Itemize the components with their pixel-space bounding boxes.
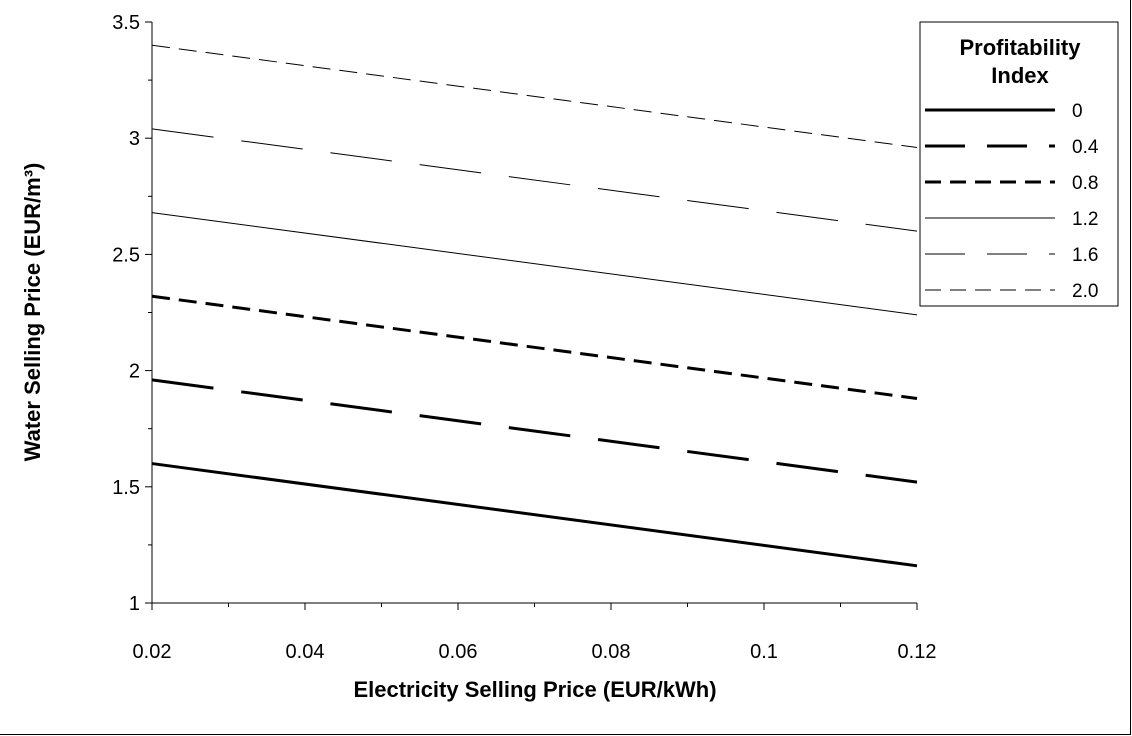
x-tick-label: 0.12 — [898, 641, 937, 663]
series-line-2.0 — [151, 44, 918, 148]
y-axis-title: Water Selling Price (EUR/m³) — [20, 163, 45, 462]
legend-label-1.6: 1.6 — [1072, 245, 1098, 266]
x-tick-label: 0.06 — [439, 641, 478, 663]
x-axis-title: Electricity Selling Price (EUR/kWh) — [353, 677, 716, 702]
legend-label-1.2: 1.2 — [1072, 209, 1098, 230]
series-layer — [151, 44, 918, 568]
legend-box — [919, 21, 1119, 307]
legend: Profitability Index 0 0.4 0.8 1.2 1.6 2.0 — [919, 21, 1119, 307]
legend-title-line-2: Index — [991, 63, 1049, 88]
legend-label-2.0: 2.0 — [1072, 281, 1098, 302]
x-tick-label: 0.04 — [286, 641, 325, 663]
x-tick-label: 0.02 — [133, 641, 172, 663]
legend-entries: 0 0.4 0.8 1.2 1.6 2.0 — [925, 101, 1099, 302]
y-tick-label: 3 — [129, 128, 140, 150]
legend-label-0.8: 0.8 — [1072, 173, 1098, 194]
legend-label-0.4: 0.4 — [1072, 137, 1099, 158]
axis-ticks: 1 1.5 2 2.5 3 3.5 0.02 0.04 0.06 0.08 0.1 0.12 — [112, 12, 936, 663]
x-tick-label: 0.1 — [750, 641, 778, 663]
series-line-1.2 — [151, 212, 918, 316]
series-line-1.6 — [151, 128, 918, 232]
y-tick-label: 2 — [129, 361, 140, 383]
y-tick-label: 2.5 — [112, 244, 140, 266]
y-tick-label: 1.5 — [112, 477, 140, 499]
series-line-0.8 — [151, 294, 918, 400]
x-tick-label: 0.08 — [592, 641, 631, 663]
y-tick-label: 1 — [129, 593, 140, 615]
legend-title-line-1: Profitability — [959, 35, 1081, 60]
series-line-0 — [151, 462, 918, 568]
series-line-0.4 — [151, 378, 918, 484]
y-tick-label: 3.5 — [112, 12, 140, 34]
legend-label-0: 0 — [1072, 101, 1083, 122]
